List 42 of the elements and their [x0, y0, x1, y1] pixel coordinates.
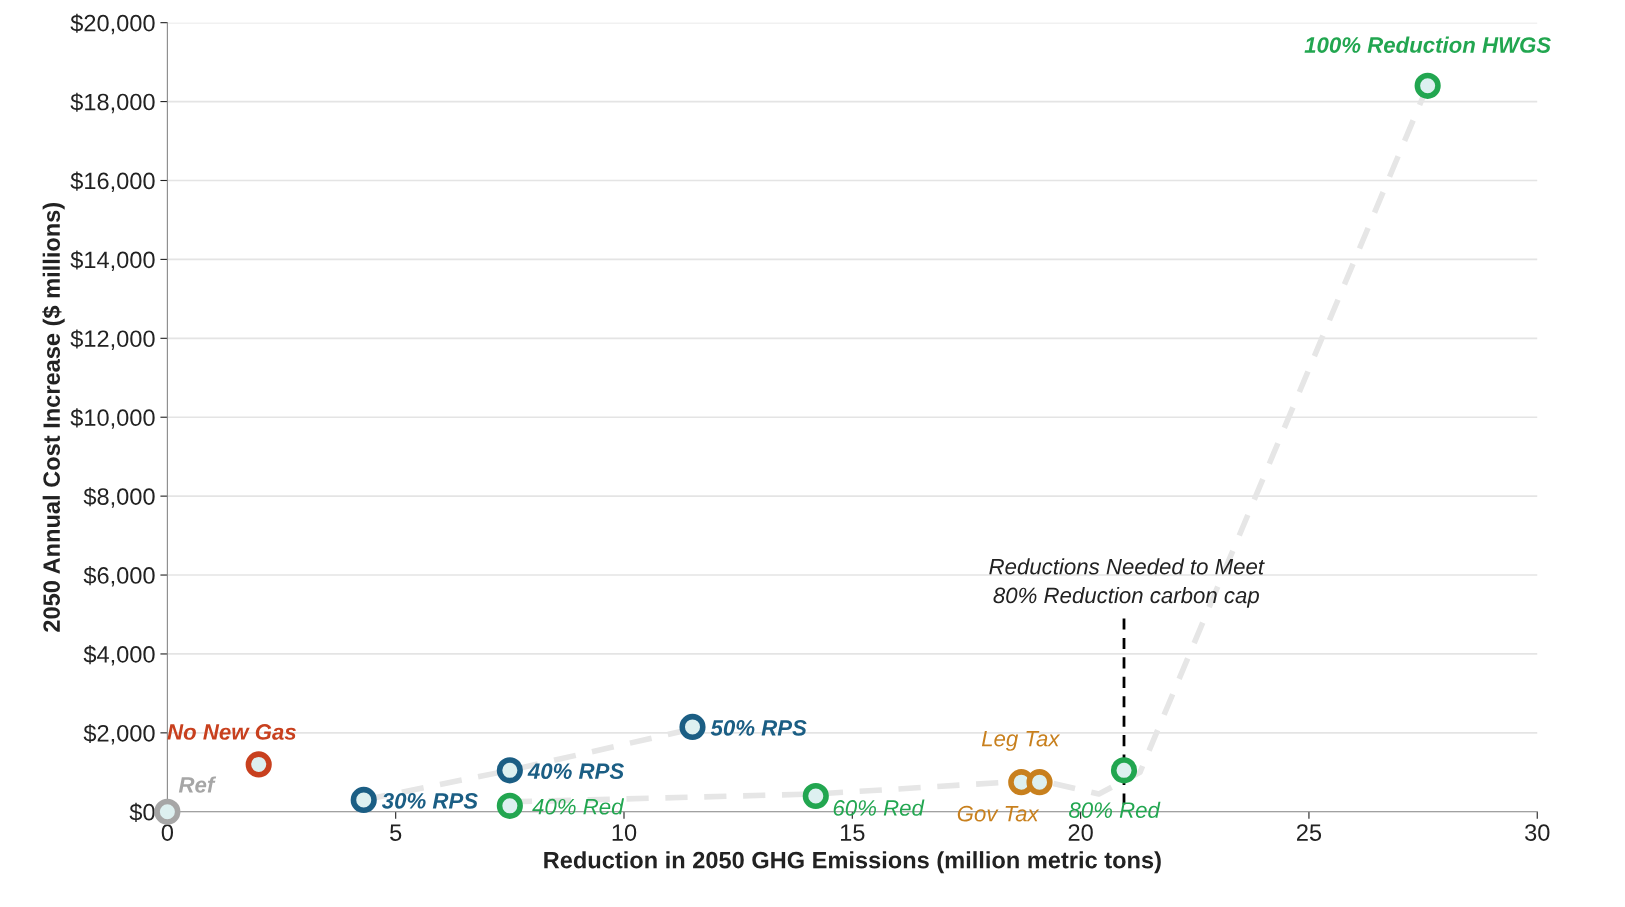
point [1414, 72, 1441, 99]
x-tick-label: 20 [1068, 824, 1093, 841]
point [1026, 769, 1053, 796]
series-label: Gov Tax [957, 805, 1040, 822]
series-label: Leg Tax [981, 730, 1061, 751]
series-label: 100% Reduction HWGS [1304, 36, 1551, 53]
y-axis-title: 2050 Annual Cost Increase ($ millions) [42, 202, 65, 632]
y-tick-label: $2,000 [83, 723, 155, 745]
x-tick-label: 30 [1525, 824, 1550, 841]
series-label: 40% Red [532, 798, 625, 815]
point [245, 751, 272, 778]
series-label: 30% RPS [381, 792, 478, 809]
y-tick-label: $16,000 [70, 171, 155, 193]
x-tick-label: 0 [161, 824, 174, 841]
y-tick-label: $12,000 [70, 329, 155, 350]
y-tick-label: $0 [129, 802, 155, 822]
x-tick-label: 5 [390, 824, 402, 841]
point [802, 782, 829, 810]
y-tick-label: $6,000 [83, 566, 155, 587]
annotation: Reductions Needed to Meet 80% Reduction carbon cap [989, 558, 1265, 608]
x-tick-label: 10 [612, 824, 637, 841]
point [1110, 757, 1138, 784]
y-tick-label: $14,000 [70, 250, 155, 271]
x-axis-title: Reduction in 2050 GHG Emissions (million metric tons) [544, 851, 1161, 874]
point [154, 798, 181, 825]
point [679, 713, 706, 741]
series-label: 40% RPS [527, 763, 625, 780]
point [496, 757, 523, 784]
x-tick-label: 15 [840, 824, 865, 841]
y-tick-label: $4,000 [83, 645, 155, 666]
y-tick-label: $18,000 [70, 92, 155, 114]
series-label: 50% RPS [710, 719, 807, 736]
series-label: 80% Red [1069, 801, 1161, 818]
point [350, 786, 377, 814]
x-tick-label: 25 [1297, 824, 1322, 841]
y-tick-label: $10,000 [70, 408, 155, 429]
point [496, 792, 523, 819]
y-tick-label: $8,000 [83, 487, 155, 508]
series-label: Ref [178, 776, 217, 793]
series-label: No New Gas [167, 724, 296, 740]
y-tick-label: $20,000 [70, 13, 155, 35]
series-label: 60% Red [833, 799, 925, 816]
